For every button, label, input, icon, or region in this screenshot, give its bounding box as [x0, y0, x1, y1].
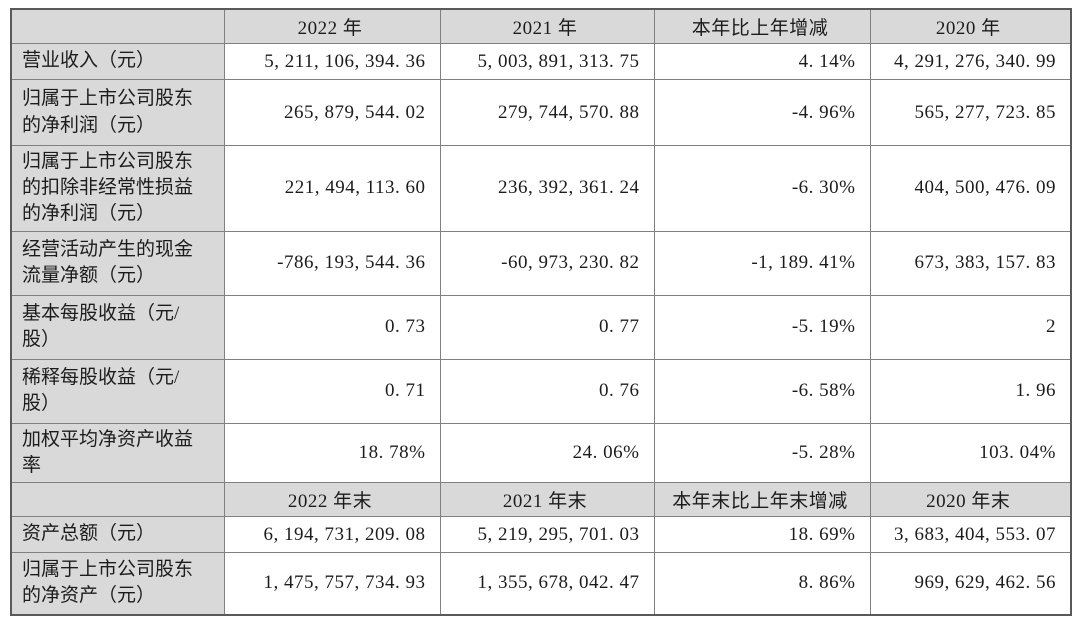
table-row-operating-cash-flow: 经营活动产生的现金 流量净额（元） -786, 193, 544. 36 -60…: [10, 230, 1072, 296]
column-header-2021-eoy: 2021 年末: [439, 482, 655, 518]
value-cell: -1, 189. 41%: [653, 230, 871, 296]
row-label: 经营活动产生的现金 流量净额（元）: [10, 230, 225, 296]
column-header-2021: 2021 年: [439, 8, 655, 44]
value-cell: -60, 973, 230. 82: [439, 230, 655, 296]
value-cell: 18. 69%: [653, 516, 871, 554]
value-cell: 279, 744, 570. 88: [439, 79, 655, 146]
financial-summary-table: 2022 年 2021 年 本年比上年增减 2020 年 营业收入（元） 5, …: [10, 8, 1072, 616]
value-cell: 673, 383, 157. 83: [869, 230, 1072, 296]
value-cell: 8. 86%: [653, 552, 871, 616]
value-cell: 1, 475, 757, 734. 93: [223, 552, 441, 616]
year-end-header-row: 2022 年末 2021 年末 本年末比上年末增减 2020 年末: [10, 482, 1072, 518]
value-cell: -786, 193, 544. 36: [223, 230, 441, 296]
row-label: 归属于上市公司股东 的净资产（元）: [10, 552, 225, 616]
column-header-2020-eoy: 2020 年末: [869, 482, 1072, 518]
value-cell: -6. 30%: [653, 145, 871, 232]
column-header-eoy-change: 本年末比上年末增减: [653, 482, 871, 518]
column-header-2022: 2022 年: [223, 8, 441, 44]
value-cell: -4. 96%: [653, 79, 871, 146]
value-cell: 4, 291, 276, 340. 99: [869, 43, 1072, 80]
value-cell: 24. 06%: [439, 422, 655, 484]
value-cell: 103. 04%: [869, 422, 1072, 484]
value-cell: 236, 392, 361. 24: [439, 145, 655, 232]
row-label: 稀释每股收益（元/ 股）: [10, 358, 225, 424]
value-cell: 0. 73: [223, 294, 441, 360]
value-cell: 565, 277, 723. 85: [869, 79, 1072, 146]
row-label: 归属于上市公司股东 的净利润（元）: [10, 79, 225, 146]
value-cell: 4. 14%: [653, 43, 871, 80]
table-row-net-profit-after-nonrecurring: 归属于上市公司股东 的扣除非经常性损益 的净利润（元） 221, 494, 11…: [10, 145, 1072, 232]
table-row-revenue: 营业收入（元） 5, 211, 106, 394. 36 5, 003, 891…: [10, 43, 1072, 80]
value-cell: 1, 355, 678, 042. 47: [439, 552, 655, 616]
row-label: 资产总额（元）: [10, 516, 225, 554]
value-cell: 0. 71: [223, 358, 441, 424]
value-cell: -5. 19%: [653, 294, 871, 360]
table-row-total-assets: 资产总额（元） 6, 194, 731, 209. 08 5, 219, 295…: [10, 516, 1072, 554]
table-row-basic-eps: 基本每股收益（元/ 股） 0. 73 0. 77 -5. 19% 2: [10, 294, 1072, 360]
table-row-weighted-avg-roe: 加权平均净资产收益 率 18. 78% 24. 06% -5. 28% 103.…: [10, 422, 1072, 484]
value-cell: -5. 28%: [653, 422, 871, 484]
row-label: 加权平均净资产收益 率: [10, 422, 225, 484]
column-header-yoy-change: 本年比上年增减: [653, 8, 871, 44]
corner-cell: [10, 8, 225, 44]
value-cell: 265, 879, 544. 02: [223, 79, 441, 146]
table-row-net-profit: 归属于上市公司股东 的净利润（元） 265, 879, 544. 02 279,…: [10, 79, 1072, 146]
column-header-2022-eoy: 2022 年末: [223, 482, 441, 518]
value-cell: 404, 500, 476. 09: [869, 145, 1072, 232]
corner-cell: [10, 482, 225, 518]
value-cell: 1. 96: [869, 358, 1072, 424]
value-cell: 0. 77: [439, 294, 655, 360]
value-cell: 0. 76: [439, 358, 655, 424]
value-cell: 221, 494, 113. 60: [223, 145, 441, 232]
value-cell: 6, 194, 731, 209. 08: [223, 516, 441, 554]
value-cell: 969, 629, 462. 56: [869, 552, 1072, 616]
value-cell: 3, 683, 404, 553. 07: [869, 516, 1072, 554]
value-cell: 18. 78%: [223, 422, 441, 484]
row-label: 基本每股收益（元/ 股）: [10, 294, 225, 360]
annual-header-row: 2022 年 2021 年 本年比上年增减 2020 年: [10, 8, 1072, 44]
row-label: 归属于上市公司股东 的扣除非经常性损益 的净利润（元）: [10, 145, 225, 232]
value-cell: 5, 219, 295, 701. 03: [439, 516, 655, 554]
value-cell: 2: [869, 294, 1072, 360]
table-row-diluted-eps: 稀释每股收益（元/ 股） 0. 71 0. 76 -6. 58% 1. 96: [10, 358, 1072, 424]
value-cell: 5, 003, 891, 313. 75: [439, 43, 655, 80]
table-row-net-assets: 归属于上市公司股东 的净资产（元） 1, 475, 757, 734. 93 1…: [10, 552, 1072, 616]
column-header-2020: 2020 年: [869, 8, 1072, 44]
value-cell: -6. 58%: [653, 358, 871, 424]
row-label: 营业收入（元）: [10, 43, 225, 80]
value-cell: 5, 211, 106, 394. 36: [223, 43, 441, 80]
